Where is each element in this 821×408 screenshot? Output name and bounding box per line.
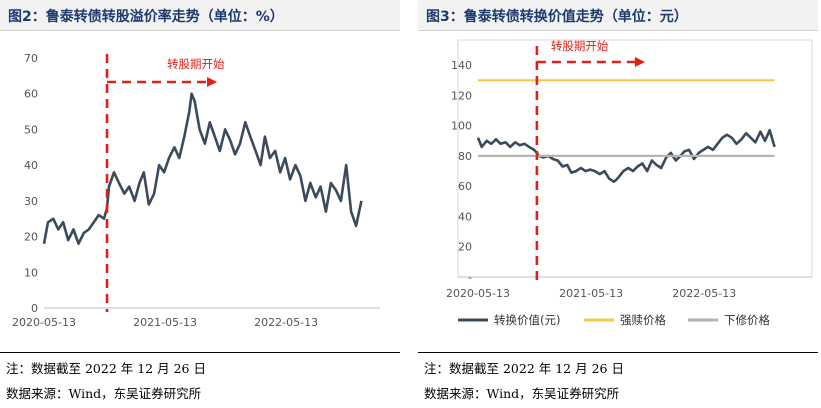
premium-rate-chart: 0 10 20 30 40 50 60 70 2020-05-13 2021-05-13 2022-…	[12, 52, 380, 329]
y-tick-label: 40	[458, 210, 472, 223]
x-tick-label: 2021-05-13	[559, 287, 623, 300]
title-bar: 图2：鲁泰转债转股溢价率走势（单位：%）	[0, 0, 400, 31]
y-tick-label: 60	[24, 88, 38, 101]
chart-panel-premium: 图2：鲁泰转债转股溢价率走势（单位：%） 0 10 20 30 40 50 60 70 2020…	[0, 0, 400, 408]
y-tick-label: -	[468, 271, 472, 284]
y-tick-label: 100	[451, 120, 472, 133]
y-tick-label: 40	[24, 159, 38, 172]
title-bar: 图3：鲁泰转债转换价值走势（单位：元）	[418, 0, 818, 31]
legend-label: 强赎价格	[620, 313, 666, 327]
y-tick-label: 120	[451, 89, 472, 102]
plot-frame	[457, 39, 813, 278]
x-tick-label: 2022-05-13	[672, 287, 736, 300]
conversion-value-chart: - 20 40 60 80 100 120 140 2020-05-13 2021-05-13 20…	[446, 39, 813, 327]
annotation-label: 转股期开始	[551, 39, 609, 53]
annotation-arrow-head	[207, 77, 218, 87]
y-tick-label: 50	[24, 123, 38, 136]
legend-label: 下修价格	[724, 313, 770, 327]
source-note: 数据来源：Wind，东吴证券研究所	[424, 386, 620, 401]
y-tick-label: 70	[24, 52, 38, 65]
y-tick-label: 0	[31, 302, 38, 315]
legend-label: 转换价值(元)	[494, 313, 560, 327]
x-tick-label: 2020-05-13	[12, 316, 76, 329]
footnote: 注：数据截至 2022 年 12 月 26 日	[424, 361, 624, 376]
x-tick-label: 2022-05-13	[254, 316, 318, 329]
chart-title: 图3：鲁泰转债转换价值走势（单位：元）	[426, 9, 688, 25]
chart-title: 图2：鲁泰转债转股溢价率走势（单位：%）	[8, 9, 284, 25]
annotation-arrow-head	[634, 57, 645, 67]
source-note: 数据来源：Wind，东吴证券研究所	[6, 386, 202, 401]
footnote: 注：数据截至 2022 年 12 月 26 日	[6, 361, 206, 376]
y-tick-label: 20	[24, 231, 38, 244]
annotation-label: 转股期开始	[167, 57, 225, 71]
y-tick-label: 140	[451, 59, 472, 72]
y-tick-label: 10	[24, 266, 38, 279]
x-tick-label: 2020-05-13	[446, 287, 510, 300]
series-line-series-0	[42, 92, 363, 245]
x-tick-label: 2021-05-13	[133, 316, 197, 329]
y-tick-label: 30	[24, 195, 38, 208]
divider	[418, 352, 818, 353]
y-tick-label: 20	[458, 241, 472, 254]
y-tick-label: 80	[458, 150, 472, 163]
divider	[0, 352, 400, 353]
series-line-转换价值(元)	[476, 128, 776, 183]
y-tick-label: 60	[458, 180, 472, 193]
chart-panel-conversion: 图3：鲁泰转债转换价值走势（单位：元） - 20 40 60 80 100 120 140 20…	[418, 0, 818, 408]
